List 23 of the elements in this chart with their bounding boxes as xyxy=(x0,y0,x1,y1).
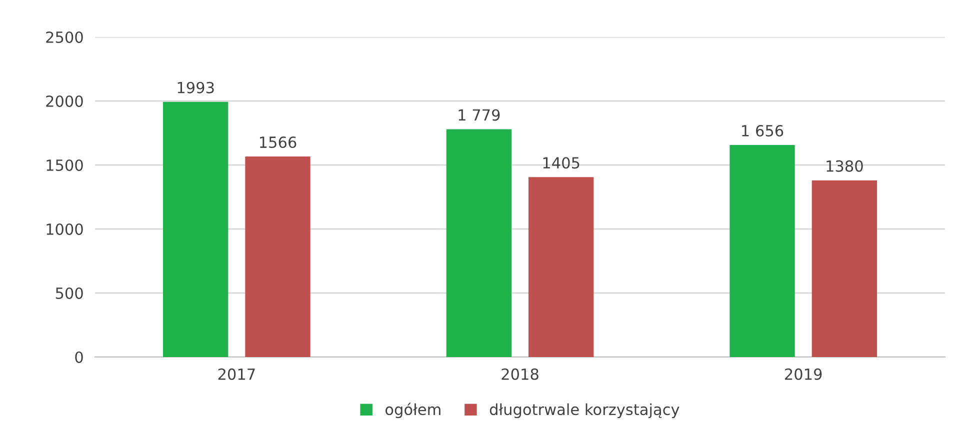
y-tick-label: 500 xyxy=(56,287,83,300)
bar xyxy=(730,145,795,357)
data-label: 1993 xyxy=(178,82,214,94)
bar xyxy=(528,177,594,357)
legend-label: długotrwale korzystający xyxy=(490,403,680,418)
data-label: 1405 xyxy=(543,157,580,169)
x-tick-label: 2019 xyxy=(785,368,822,380)
bar xyxy=(812,180,877,357)
legend-label: ogółem xyxy=(386,402,440,418)
y-tick-label: 2500 xyxy=(46,31,83,44)
x-tick-label: 2018 xyxy=(502,368,538,380)
x-tick-label: 2017 xyxy=(218,368,255,380)
y-tick-label: 1500 xyxy=(46,159,83,172)
data-label: 1 779 xyxy=(458,109,500,121)
data-label: 1380 xyxy=(826,160,863,172)
y-tick-label: 2000 xyxy=(46,95,83,108)
bar xyxy=(446,129,512,357)
y-tick-label: 0 xyxy=(75,351,83,364)
data-label: 1566 xyxy=(260,136,296,148)
data-label: 1 656 xyxy=(742,124,784,137)
bar xyxy=(163,102,228,357)
y-tick-label: 1000 xyxy=(46,223,83,236)
bar xyxy=(245,156,310,357)
